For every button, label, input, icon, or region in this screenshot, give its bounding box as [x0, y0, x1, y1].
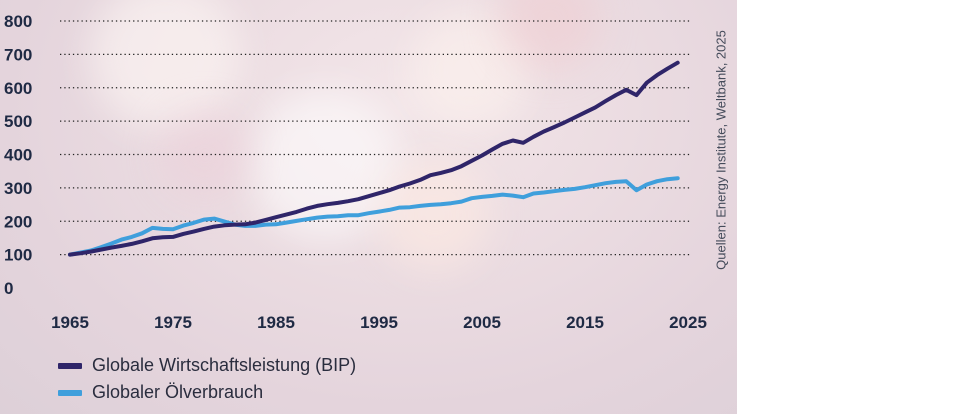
background-glow	[410, 10, 530, 130]
grid	[60, 20, 690, 256]
source-note: Quellen: Energy Institute, Weltbank, 202…	[713, 30, 729, 270]
y-tick-label: 700	[4, 45, 32, 64]
background-glow	[160, 110, 250, 200]
x-tick-label: 1965	[51, 313, 89, 332]
x-tick-label: 1995	[360, 313, 398, 332]
y-tick-label: 500	[4, 112, 32, 131]
oil-line	[68, 176, 680, 257]
y-tick-label: 600	[4, 79, 32, 98]
x-tick-label: 1985	[257, 313, 295, 332]
background-glow	[380, 160, 490, 270]
y-tick-label: 200	[4, 212, 32, 231]
legend-label-gdp: Globale Wirtschaftsleistung (BIP)	[92, 355, 357, 375]
gdp-swatch	[58, 362, 82, 369]
y-tick-label: 300	[4, 179, 32, 198]
legend-item-gdp: Globale Wirtschaftsleistung (BIP)	[58, 352, 356, 379]
series-lines	[68, 60, 680, 257]
legend: Globale Wirtschaftsleistung (BIP) Global…	[58, 352, 356, 406]
y-axis: 0 100 200 300 400 500 600 700 800	[4, 12, 32, 298]
legend-item-oil: Globaler Ölverbrauch	[58, 379, 356, 406]
x-tick-label: 2025	[669, 313, 707, 332]
chart-panel: 0 100 200 300 400 500 600 700 800 1965 1975 1985 19…	[0, 0, 737, 414]
x-tick-label: 1975	[154, 313, 192, 332]
y-tick-label: 800	[4, 12, 32, 31]
x-tick-label: 2015	[566, 313, 604, 332]
y-tick-label: 400	[4, 146, 32, 165]
background-glow	[90, 0, 240, 130]
legend-label-oil: Globaler Ölverbrauch	[92, 382, 264, 402]
y-tick-label: 0	[4, 279, 13, 298]
gdp-line	[68, 60, 680, 257]
x-axis: 1965 1975 1985 1995 2005 2015 2025	[51, 313, 707, 332]
oil-swatch	[58, 389, 82, 396]
x-tick-label: 2005	[463, 313, 501, 332]
y-tick-label: 100	[4, 246, 32, 265]
